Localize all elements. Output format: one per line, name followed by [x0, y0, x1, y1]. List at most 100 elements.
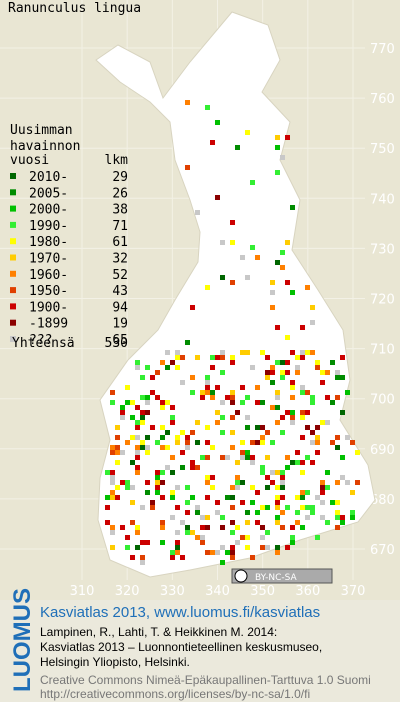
occurrence-square: [195, 420, 200, 425]
occurrence-square: [315, 435, 320, 440]
occurrence-square: [270, 370, 275, 375]
occurrence-square: [220, 240, 225, 245]
occurrence-square: [235, 540, 240, 545]
y-label: 700: [370, 393, 395, 408]
legend-swatch: [10, 287, 16, 294]
occurrence-square: [325, 470, 330, 475]
legend-label: 1960-: [29, 268, 68, 283]
y-label: 680: [370, 493, 395, 508]
occurrence-square: [260, 400, 265, 405]
occurrence-square: [240, 440, 245, 445]
occurrence-square: [205, 385, 210, 390]
occurrence-square: [285, 410, 290, 415]
occurrence-square: [245, 545, 250, 550]
occurrence-square: [240, 255, 245, 260]
occurrence-square: [255, 490, 260, 495]
occurrence-square: [310, 460, 315, 465]
occurrence-square: [280, 415, 285, 420]
occurrence-square: [160, 445, 165, 450]
occurrence-square: [160, 400, 165, 405]
occurrence-square: [355, 480, 360, 485]
occurrence-square: [275, 325, 280, 330]
occurrence-square: [230, 415, 235, 420]
occurrence-square: [250, 245, 255, 250]
occurrence-square: [295, 460, 300, 465]
occurrence-square: [275, 145, 280, 150]
occurrence-square: [230, 445, 235, 450]
occurrence-square: [140, 445, 145, 450]
legend-swatch: [10, 303, 16, 310]
occurrence-square: [300, 470, 305, 475]
occurrence-square: [140, 555, 145, 560]
occurrence-square: [205, 375, 210, 380]
occurrence-square: [165, 400, 170, 405]
occurrence-square: [190, 305, 195, 310]
occurrence-square: [200, 395, 205, 400]
occurrence-square: [230, 355, 235, 360]
occurrence-square: [200, 525, 205, 530]
occurrence-square: [175, 505, 180, 510]
x-label: 310: [70, 584, 95, 599]
occurrence-square: [325, 370, 330, 375]
occurrence-square: [210, 550, 215, 555]
occurrence-square: [230, 545, 235, 550]
occurrence-square: [135, 545, 140, 550]
occurrence-square: [300, 350, 305, 355]
occurrence-square: [125, 545, 130, 550]
occurrence-square: [275, 500, 280, 505]
occurrence-square: [215, 500, 220, 505]
occurrence-square: [155, 475, 160, 480]
occurrence-square: [215, 355, 220, 360]
occurrence-square: [275, 550, 280, 555]
occurrence-square: [325, 395, 330, 400]
occurrence-square: [175, 550, 180, 555]
occurrence-square: [285, 360, 290, 365]
occurrence-square: [300, 495, 305, 500]
occurrence-square: [215, 385, 220, 390]
occurrence-square: [290, 415, 295, 420]
legend-swatch: [10, 205, 16, 212]
occurrence-square: [260, 545, 265, 550]
occurrence-square: [135, 530, 140, 535]
occurrence-square: [325, 485, 330, 490]
occurrence-square: [240, 480, 245, 485]
occurrence-square: [335, 480, 340, 485]
occurrence-square: [170, 555, 175, 560]
occurrence-square: [355, 450, 360, 455]
occurrence-square: [230, 240, 235, 245]
occurrence-square: [275, 520, 280, 525]
occurrence-square: [170, 415, 175, 420]
occurrence-square: [220, 415, 225, 420]
occurrence-square: [345, 390, 350, 395]
legend-count: 29: [112, 170, 128, 185]
footer-background: [0, 600, 400, 702]
occurrence-square: [265, 355, 270, 360]
occurrence-square: [105, 505, 110, 510]
occurrence-square: [125, 535, 130, 540]
occurrence-square: [305, 490, 310, 495]
y-label: 690: [370, 443, 395, 458]
occurrence-square: [300, 505, 305, 510]
occurrence-square: [140, 410, 145, 415]
occurrence-square: [175, 440, 180, 445]
occurrence-square: [140, 505, 145, 510]
occurrence-square: [220, 515, 225, 520]
y-label: 770: [370, 42, 395, 57]
occurrence-square: [305, 515, 310, 520]
occurrence-square: [320, 480, 325, 485]
occurrence-square: [120, 450, 125, 455]
legend-col-header: vuosi: [10, 153, 49, 168]
occurrence-square: [290, 205, 295, 210]
occurrence-square: [155, 480, 160, 485]
occurrence-square: [255, 400, 260, 405]
occurrence-square: [140, 395, 145, 400]
occurrence-square: [230, 485, 235, 490]
occurrence-square: [350, 440, 355, 445]
occurrence-square: [290, 410, 295, 415]
occurrence-square: [280, 510, 285, 515]
occurrence-square: [225, 455, 230, 460]
occurrence-square: [275, 360, 280, 365]
occurrence-square: [245, 425, 250, 430]
y-label: 740: [370, 192, 395, 207]
occurrence-square: [250, 485, 255, 490]
